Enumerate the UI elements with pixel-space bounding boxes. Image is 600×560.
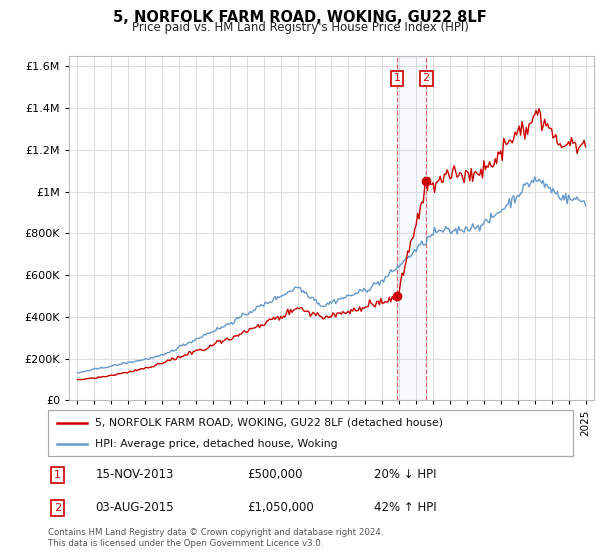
Text: £500,000: £500,000 bbox=[248, 468, 303, 481]
Text: £1,050,000: £1,050,000 bbox=[248, 501, 314, 515]
Text: 03-AUG-2015: 03-AUG-2015 bbox=[95, 501, 174, 515]
Text: 42% ↑ HPI: 42% ↑ HPI bbox=[373, 501, 436, 515]
Text: 20% ↓ HPI: 20% ↓ HPI bbox=[373, 468, 436, 481]
Bar bbox=[397, 56, 426, 400]
Text: Price paid vs. HM Land Registry's House Price Index (HPI): Price paid vs. HM Land Registry's House … bbox=[131, 21, 469, 34]
Text: 2: 2 bbox=[422, 73, 430, 83]
Text: HPI: Average price, detached house, Woking: HPI: Average price, detached house, Woki… bbox=[95, 439, 338, 449]
Text: Contains HM Land Registry data © Crown copyright and database right 2024.
This d: Contains HM Land Registry data © Crown c… bbox=[48, 528, 383, 548]
Text: 1: 1 bbox=[394, 73, 401, 83]
Text: 2: 2 bbox=[54, 503, 61, 513]
Text: 15-NOV-2013: 15-NOV-2013 bbox=[95, 468, 173, 481]
Text: 5, NORFOLK FARM ROAD, WOKING, GU22 8LF: 5, NORFOLK FARM ROAD, WOKING, GU22 8LF bbox=[113, 10, 487, 25]
Text: 1: 1 bbox=[54, 470, 61, 480]
Text: 5, NORFOLK FARM ROAD, WOKING, GU22 8LF (detached house): 5, NORFOLK FARM ROAD, WOKING, GU22 8LF (… bbox=[95, 418, 443, 428]
